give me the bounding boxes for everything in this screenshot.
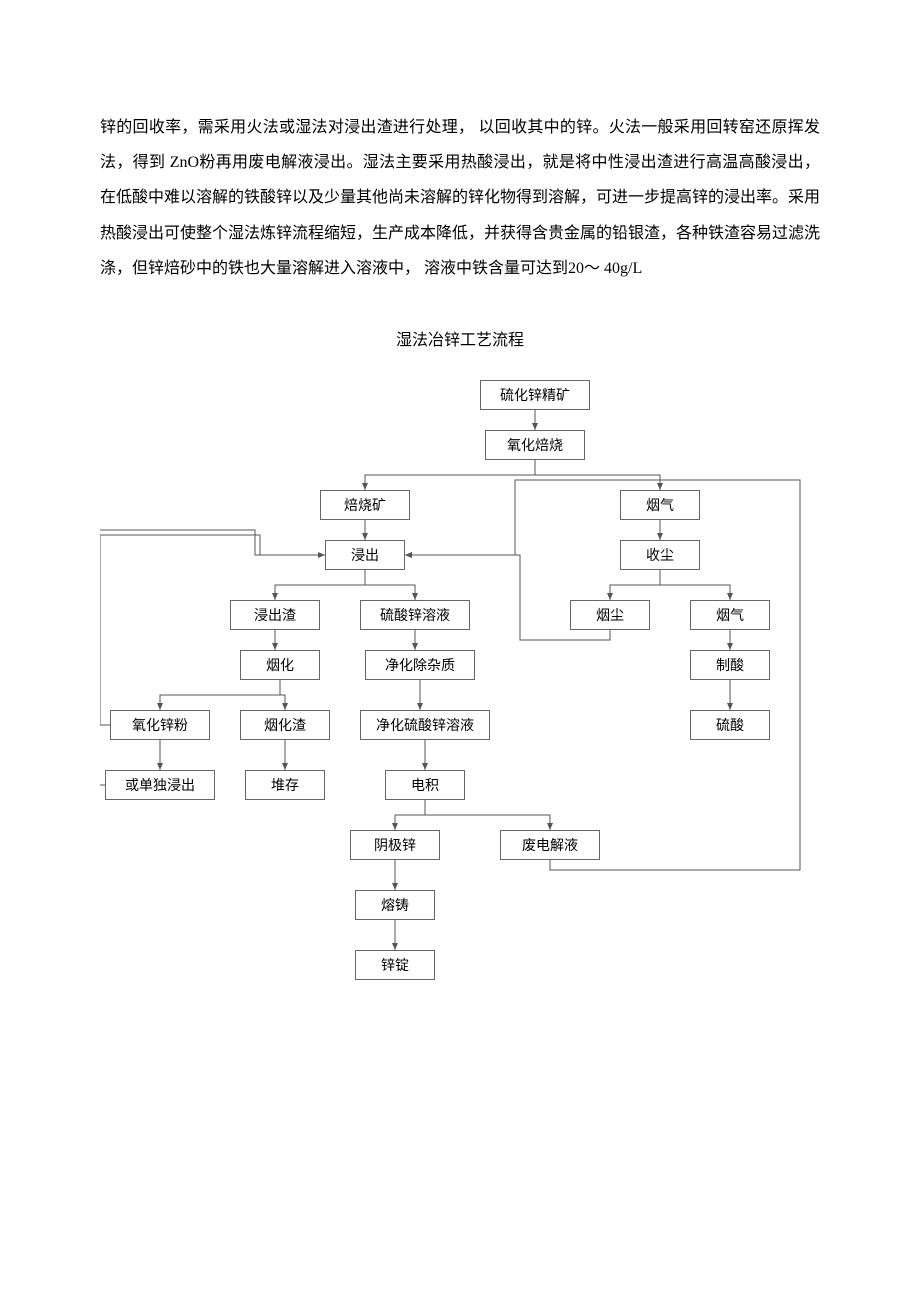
- flow-node-n1: 硫化锌精矿: [480, 380, 590, 410]
- body-paragraph: 锌的回收率，需采用火法或湿法对浸出渣进行处理， 以回收其中的锌。火法一般采用回转…: [100, 110, 820, 286]
- flow-node-n24: 锌锭: [355, 950, 435, 980]
- flow-node-n21: 阴极锌: [350, 830, 440, 860]
- flow-edge: [160, 680, 280, 710]
- flow-node-n9: 烟尘: [570, 600, 650, 630]
- diagram-title: 湿法冶锌工艺流程: [100, 326, 820, 350]
- flow-edge: [660, 570, 730, 600]
- flow-edge: [365, 570, 415, 600]
- flow-edge: [610, 570, 660, 600]
- flow-node-n14: 氧化锌粉: [110, 710, 210, 740]
- flow-node-n4: 烟气: [620, 490, 700, 520]
- flow-node-n2: 氧化焙烧: [485, 430, 585, 460]
- flow-edge: [275, 570, 365, 600]
- flow-node-n13: 制酸: [690, 650, 770, 680]
- flow-node-n10: 烟气: [690, 600, 770, 630]
- flow-node-n22: 废电解液: [500, 830, 600, 860]
- flow-node-n23: 熔铸: [355, 890, 435, 920]
- flow-node-n8: 硫酸锌溶液: [360, 600, 470, 630]
- flow-edge: [280, 680, 285, 710]
- flow-node-n16: 净化硫酸锌溶液: [360, 710, 490, 740]
- flowchart: 硫化锌精矿氧化焙烧焙烧矿烟气浸出收尘浸出渣硫酸锌溶液烟尘烟气烟化净化除杂质制酸氧…: [100, 380, 840, 1080]
- flow-edge: [425, 800, 550, 830]
- flow-node-n6: 收尘: [620, 540, 700, 570]
- flow-edge: [100, 535, 325, 725]
- flow-node-n11: 烟化: [240, 650, 320, 680]
- flow-edge: [535, 460, 660, 490]
- flow-node-n20: 或单独浸出: [105, 770, 215, 800]
- flow-node-n19: 电积: [385, 770, 465, 800]
- flow-node-n3: 焙烧矿: [320, 490, 410, 520]
- flow-edge: [395, 800, 425, 830]
- flow-edge: [365, 460, 535, 490]
- flow-node-n18: 堆存: [245, 770, 325, 800]
- flow-node-n7: 浸出渣: [230, 600, 320, 630]
- flow-node-n12: 净化除杂质: [365, 650, 475, 680]
- flow-node-n17: 硫酸: [690, 710, 770, 740]
- flow-node-n5: 浸出: [325, 540, 405, 570]
- flow-node-n15: 烟化渣: [240, 710, 330, 740]
